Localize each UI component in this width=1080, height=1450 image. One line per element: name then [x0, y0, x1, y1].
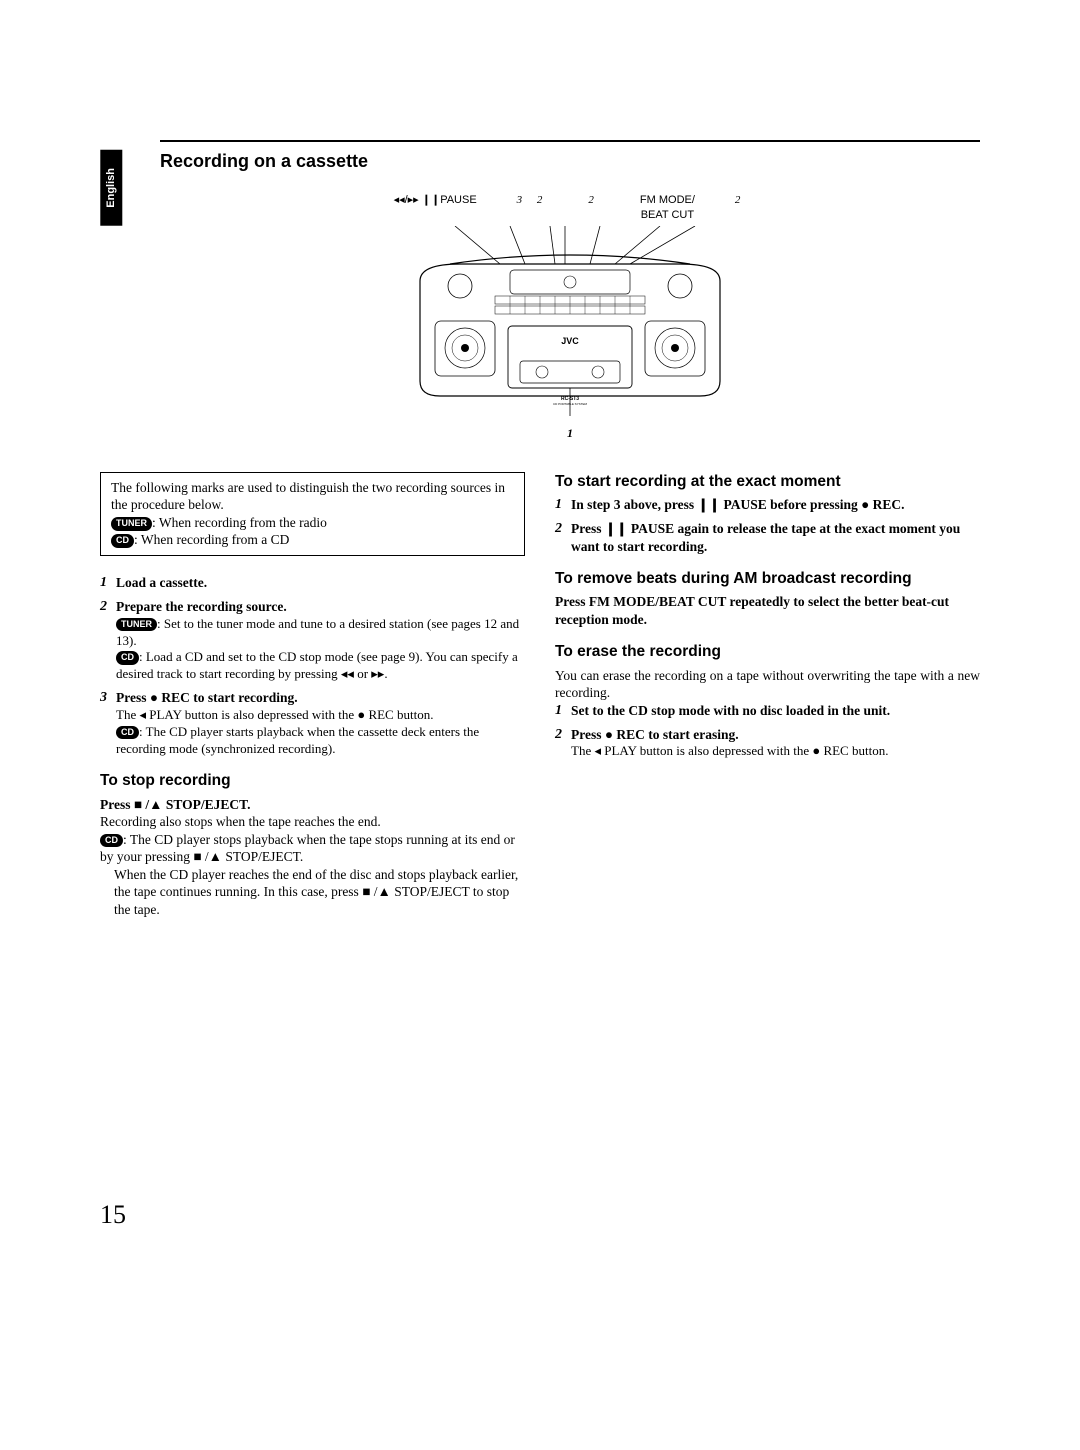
step2-cd-text: : Load a CD and set to the CD stop mode …	[116, 649, 518, 681]
figure-top-callouts: ◂◂/▸▸ ❙❙PAUSE 3 2 2 FM MODE/ BEAT CUT 2	[160, 193, 980, 222]
section-title: Recording on a cassette	[160, 150, 980, 173]
device-figure: ◂◂/▸▸ ❙❙PAUSE 3 2 2 FM MODE/ BEAT CUT 2	[160, 193, 980, 441]
erase-heading: To erase the recording	[555, 642, 980, 662]
exact-s2: Press ❙❙ PAUSE again to release the tape…	[571, 520, 980, 555]
callout-skip-pause: ◂◂/▸▸ ❙❙PAUSE	[394, 193, 477, 207]
exact-s2-num: 2	[555, 520, 571, 555]
stop-press: Press ■ /▲ STOP/EJECT.	[100, 796, 525, 814]
stop-heading: To stop recording	[100, 771, 525, 791]
stop-cd-line: : The CD player stops playback when the …	[100, 832, 515, 865]
step2-cd-tag: CD	[116, 651, 139, 665]
main-steps: 1 Load a cassette. 2 Prepare the recordi…	[100, 574, 525, 758]
step3-desc1: The ◂ PLAY button is also depressed with…	[116, 707, 525, 724]
page-number: 15	[100, 1198, 980, 1232]
callout-nums-left: 3 2	[517, 193, 549, 207]
callout-nums-mid: 2	[588, 193, 600, 207]
step2-tuner-tag: TUNER	[116, 618, 157, 632]
stop-cd-tag: CD	[100, 834, 123, 848]
erase-intro: You can erase the recording on a tape wi…	[555, 667, 980, 702]
step3-cd-tag: CD	[116, 726, 139, 740]
callout-nums-right: 2	[735, 193, 747, 207]
exact-s1: In step 3 above, press ❙❙ PAUSE before p…	[571, 496, 980, 514]
top-rule	[160, 140, 980, 142]
beats-line: Press FM MODE/BEAT CUT repeatedly to sel…	[555, 593, 980, 628]
marks-note-box: The following marks are used to distingu…	[100, 472, 525, 556]
step3-title: Press ● REC to start recording.	[116, 689, 525, 707]
callout-bottom-num: 1	[160, 426, 980, 442]
language-tab: English	[100, 150, 122, 226]
step2-num: 2	[100, 598, 116, 683]
erase-s2-desc: The ◂ PLAY button is also depressed with…	[571, 743, 980, 760]
stop-line1: Recording also stops when the tape reach…	[100, 813, 525, 831]
note-tuner-line: : When recording from the radio	[152, 515, 327, 530]
stop-line2: When the CD player reaches the end of th…	[100, 866, 525, 919]
brand-text: JVC	[561, 336, 579, 346]
device-illustration: JVC RC-ST3 CD PORTABLE SYSTEM	[400, 226, 740, 416]
callout-fm-mode: FM MODE/ BEAT CUT	[640, 193, 695, 222]
erase-s2: Press ● REC to start erasing.	[571, 726, 980, 744]
step3-cd-text: : The CD player starts playback when the…	[116, 724, 479, 756]
step2-title: Prepare the recording source.	[116, 598, 525, 616]
left-column: The following marks are used to distingu…	[100, 472, 525, 919]
beats-heading: To remove beats during AM broadcast reco…	[555, 569, 980, 589]
step2-tuner-text: : Set to the tuner mode and tune to a de…	[116, 616, 519, 648]
erase-s1: Set to the CD stop mode with no disc loa…	[571, 702, 980, 720]
cd-tag: CD	[111, 534, 134, 548]
erase-s1-num: 1	[555, 702, 571, 720]
note-cd-line: : When recording from a CD	[134, 532, 289, 547]
erase-s2-num: 2	[555, 726, 571, 760]
tuner-tag: TUNER	[111, 517, 152, 531]
step1-num: 1	[100, 574, 116, 592]
right-column: To start recording at the exact moment 1…	[555, 472, 980, 919]
exact-s1-num: 1	[555, 496, 571, 514]
step3-num: 3	[100, 689, 116, 757]
exact-heading: To start recording at the exact moment	[555, 472, 980, 492]
step1-title: Load a cassette.	[116, 575, 207, 590]
note-line1: The following marks are used to distingu…	[111, 480, 505, 513]
